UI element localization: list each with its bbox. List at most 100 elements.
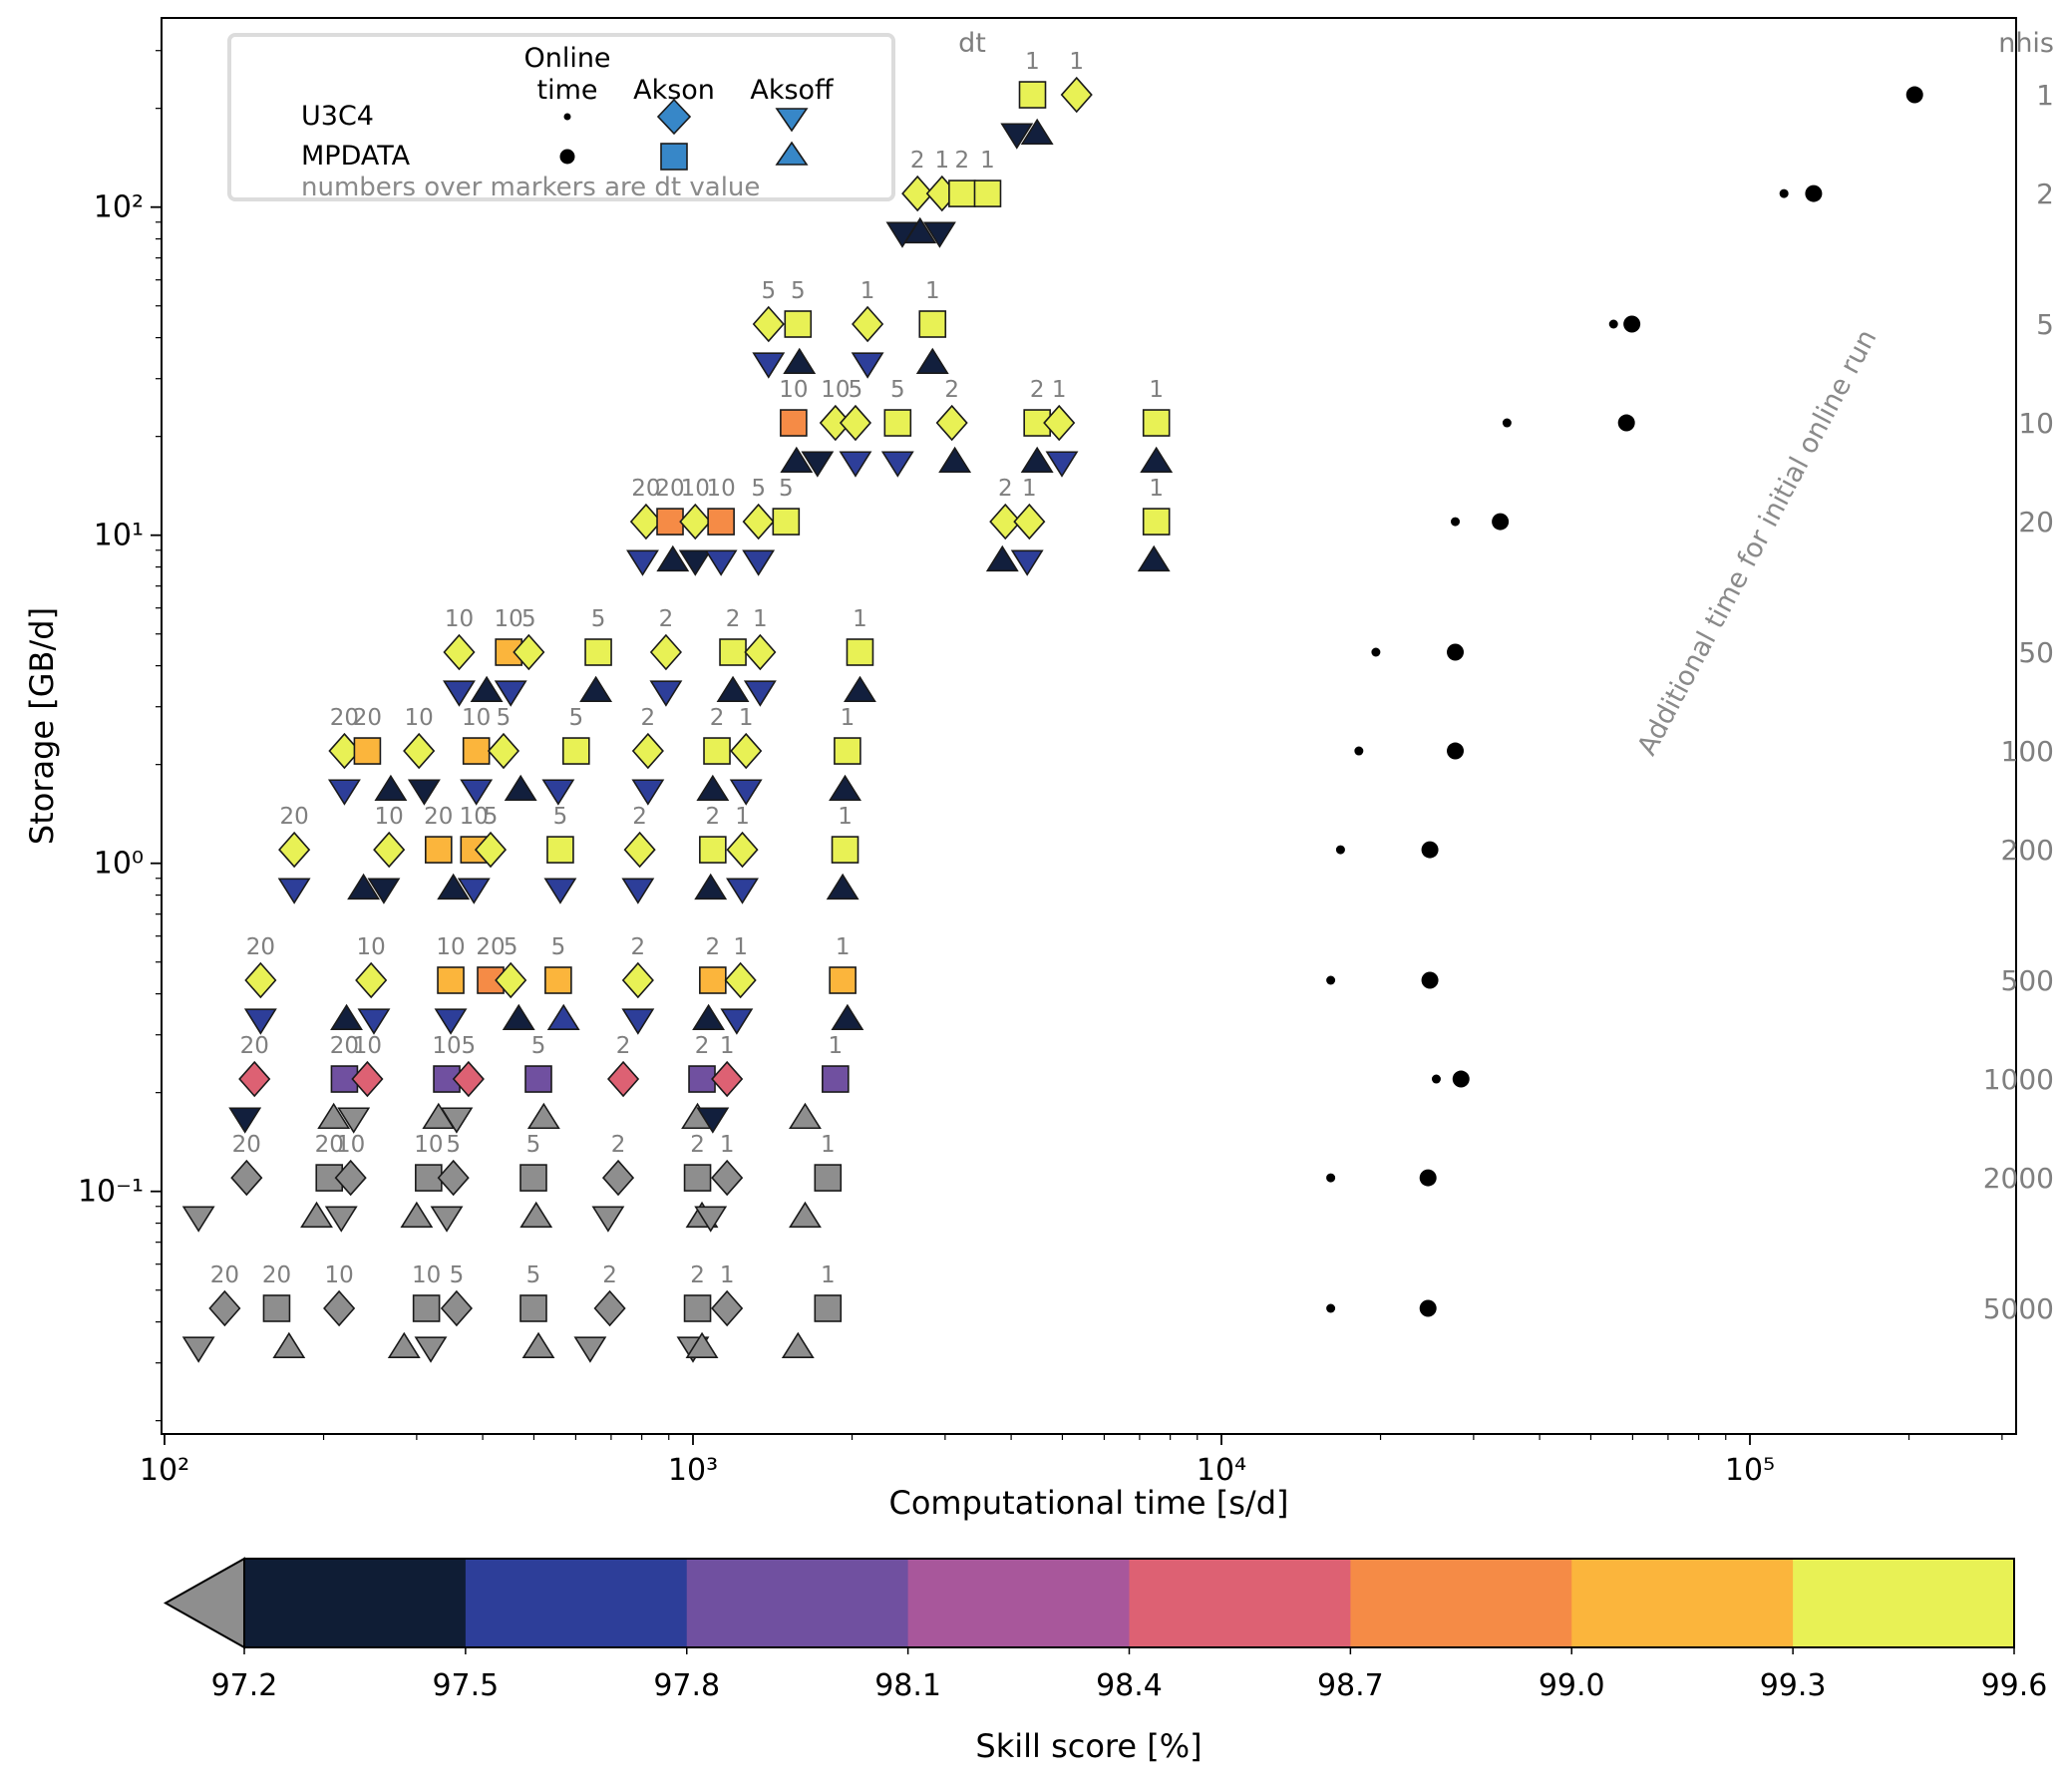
online-u3c4-dot-marker xyxy=(1371,647,1381,657)
aksoff-u3c4-triangle-down-marker xyxy=(1000,123,1034,150)
dt-value-label: 20 xyxy=(279,804,308,830)
dt-value-label: 5 xyxy=(890,377,905,403)
online-u3c4-dot-marker xyxy=(1779,188,1789,198)
dt-value-label: 2 xyxy=(631,934,646,960)
dt-value-label: 1 xyxy=(934,148,949,174)
dt-value-label: 1 xyxy=(1052,377,1067,403)
aksoff-u3c4-triangle-down-marker xyxy=(228,1107,262,1134)
legend-row-mpdata-label: MPDATA xyxy=(301,141,411,172)
akson-mpdata-square-marker xyxy=(562,737,590,765)
x-tick-label: 10⁵ xyxy=(1725,1453,1775,1488)
akson-u3c4-diamond-marker xyxy=(607,1060,640,1098)
online-mpdata-dot-marker xyxy=(1447,742,1465,760)
akson-u3c4-diamond-marker xyxy=(711,1289,744,1327)
akson-u3c4-diamond-marker xyxy=(1060,76,1093,114)
online-mpdata-dot-marker xyxy=(1452,1070,1470,1088)
dt-header: dt xyxy=(958,28,986,59)
online-u3c4-dot-marker xyxy=(1451,517,1461,527)
aksoff-u3c4-triangle-down-marker xyxy=(440,1107,474,1134)
dt-value-label: 2 xyxy=(695,1033,710,1059)
aksoff-mpdata-triangle-up-marker xyxy=(330,1003,363,1031)
akson-u3c4-diamond-marker xyxy=(752,305,785,343)
online-u3c4-dot-marker xyxy=(1335,845,1345,855)
dt-value-label: 2 xyxy=(632,804,647,830)
aksoff-u3c4-triangle-down-marker xyxy=(851,352,884,379)
aksoff-mpdata-triangle-up-marker xyxy=(692,1003,726,1031)
akson-u3c4-diamond-marker xyxy=(474,831,508,869)
aksoff-u3c4-triangle-down-marker xyxy=(1010,549,1044,576)
aksoff-u3c4-triangle-down-marker xyxy=(434,1008,468,1035)
aksoff-mpdata-triangle-up-marker xyxy=(789,1102,822,1130)
akson-u3c4-diamond-marker xyxy=(355,961,388,999)
colorbar-segment xyxy=(1571,1559,1794,1647)
dt-value-label: 5 xyxy=(551,934,566,960)
akson-u3c4-diamond-marker xyxy=(334,1159,367,1197)
dt-value-label: 5 xyxy=(526,1132,541,1158)
dt-value-label: 10 xyxy=(336,1132,365,1158)
dt-value-label: 1 xyxy=(925,278,940,304)
colorbar-segment xyxy=(244,1559,467,1647)
dt-value-label: 20 xyxy=(476,934,505,960)
akson-u3c4-diamond-marker xyxy=(440,1289,473,1327)
dt-value-label: 10 xyxy=(460,804,489,830)
dt-value-label: 5 xyxy=(521,606,536,632)
aksoff-u3c4-triangle-down-marker xyxy=(541,779,575,806)
aksoff-mpdata-triangle-up-marker xyxy=(272,1331,306,1359)
akson-mpdata-square-marker xyxy=(699,966,727,994)
akson-mpdata-square-marker xyxy=(584,638,612,666)
aksoff-u3c4-triangle-down-marker xyxy=(181,1206,215,1233)
x-tick-label: 10² xyxy=(140,1453,189,1488)
dt-value-label: 20 xyxy=(330,705,359,731)
dt-value-label: 2 xyxy=(910,148,925,174)
akson-u3c4-diamond-marker xyxy=(601,1159,635,1197)
online-mpdata-dot-marker xyxy=(1419,1299,1437,1317)
akson-u3c4-diamond-marker xyxy=(744,633,777,671)
dt-value-label: 5 xyxy=(504,934,518,960)
akson-mpdata-square-marker xyxy=(918,310,947,338)
colorbar-segment xyxy=(465,1559,688,1647)
aksoff-mpdata-triangle-up-marker xyxy=(502,1003,535,1031)
aksoff-u3c4-triangle-down-marker xyxy=(181,1336,215,1363)
nhis-row-label: 50 xyxy=(2018,636,2054,669)
online-mpdata-dot-marker xyxy=(1421,841,1439,859)
aksoff-mpdata-triangle-up-marker xyxy=(1020,446,1054,474)
online-u3c4-dot-marker xyxy=(1502,418,1512,428)
online-mpdata-dot-marker xyxy=(1805,184,1823,202)
aksoff-mpdata-triangle-up-marker xyxy=(685,1331,719,1359)
akson-mpdata-square-marker xyxy=(262,1294,291,1322)
akson-u3c4-diamond-marker xyxy=(631,732,664,770)
aksoff-mpdata-triangle-up-marker xyxy=(579,675,613,703)
nhis-row-label: 100 xyxy=(2001,735,2054,768)
akson-mpdata-square-marker xyxy=(772,508,801,536)
aksoff-mpdata-triangle-up-marker xyxy=(938,446,972,474)
colorbar-tick-label: 98.4 xyxy=(1096,1668,1163,1703)
akson-u3c4-diamond-marker xyxy=(649,633,682,671)
aksoff-mpdata-triangle-up-marker xyxy=(374,774,408,802)
aksoff-mpdata-triangle-up-marker xyxy=(400,1201,434,1229)
legend-aksoff-mpdata-triangle-up-icon xyxy=(775,141,809,166)
aksoff-u3c4-triangle-down-marker xyxy=(621,878,655,904)
akson-u3c4-diamond-marker xyxy=(244,961,277,999)
akson-u3c4-diamond-marker xyxy=(726,831,759,869)
aksoff-u3c4-triangle-down-marker xyxy=(704,549,738,576)
nhis-row-label: 1000 xyxy=(1983,1063,2054,1096)
dt-value-label: 20 xyxy=(246,934,275,960)
dt-value-label: 2 xyxy=(690,1262,705,1288)
akson-u3c4-diamond-marker xyxy=(629,503,662,540)
dt-value-label: 1 xyxy=(753,606,768,632)
dt-value-label: 2 xyxy=(611,1132,626,1158)
dt-value-label: 10 xyxy=(445,606,474,632)
y-axis-title: Storage [GB/d] xyxy=(23,606,61,846)
akson-u3c4-diamond-marker xyxy=(593,1289,626,1327)
dt-value-label: 5 xyxy=(484,804,499,830)
akson-mpdata-square-marker xyxy=(834,737,861,765)
aksoff-u3c4-triangle-down-marker xyxy=(649,680,683,707)
akson-mpdata-square-marker xyxy=(688,1065,716,1093)
aksoff-mpdata-triangle-up-marker xyxy=(1137,544,1171,572)
colorbar-segment xyxy=(1129,1559,1351,1647)
dt-value-label: 1 xyxy=(1069,49,1084,75)
aksoff-mpdata-triangle-up-marker xyxy=(780,446,814,474)
online-u3c4-dot-marker xyxy=(1326,1303,1336,1313)
dt-value-label: 10 xyxy=(495,606,523,632)
aksoff-u3c4-triangle-down-marker xyxy=(443,680,476,707)
